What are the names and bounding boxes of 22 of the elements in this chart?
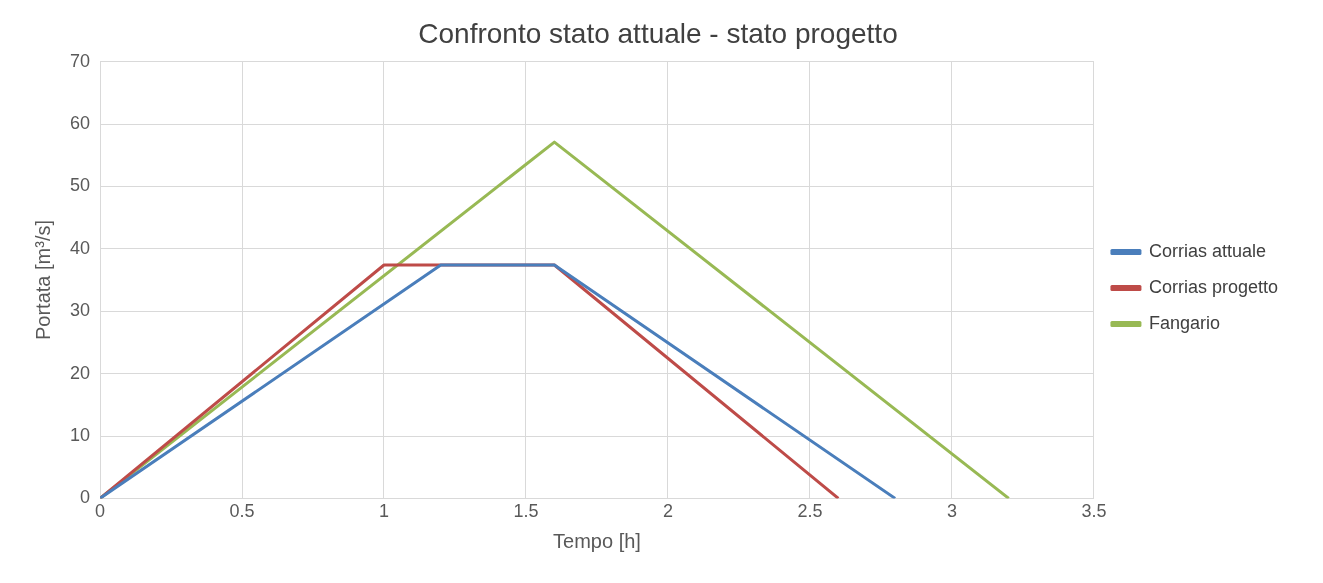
x-tick-label: 3	[946, 501, 957, 522]
x-tick-label: 2	[662, 501, 673, 522]
x-axis-title: Tempo [h]	[553, 529, 641, 552]
chart-title: Confronto stato attuale - stato progetto	[418, 17, 898, 49]
y-tick-label: 60	[69, 112, 91, 133]
y-tick-label: 0	[80, 487, 91, 508]
x-tick-label: 0.5	[229, 501, 255, 522]
y-tick-label: 70	[69, 50, 91, 71]
y-tick-label: 40	[69, 237, 91, 258]
y-tick-label: 50	[69, 175, 91, 196]
y-tick-label: 10	[69, 424, 91, 445]
legend-label: Corrias attuale	[1148, 240, 1266, 261]
x-tick-label: 3.5	[1081, 501, 1107, 522]
x-tick-label: 1.5	[513, 501, 539, 522]
x-tick-label: 2.5	[797, 501, 823, 522]
x-tick-label: 1	[378, 501, 390, 522]
legend-label: Fangario	[1148, 312, 1220, 333]
y-axis-title: Portata [m³/s]	[31, 219, 54, 341]
y-tick-label: 20	[69, 362, 91, 383]
y-tick-label: 30	[69, 300, 91, 321]
x-tick-label: 0	[95, 501, 106, 522]
legend-label: Corrias progetto	[1148, 276, 1278, 297]
